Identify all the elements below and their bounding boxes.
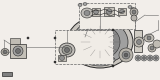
Bar (134, 30, 142, 52)
Ellipse shape (13, 46, 23, 56)
Ellipse shape (141, 55, 147, 61)
Ellipse shape (136, 40, 141, 44)
Ellipse shape (147, 36, 151, 40)
Ellipse shape (155, 56, 157, 60)
Ellipse shape (54, 61, 56, 63)
Ellipse shape (148, 44, 156, 52)
Ellipse shape (131, 15, 137, 21)
Ellipse shape (134, 37, 144, 47)
Ellipse shape (153, 55, 159, 61)
Ellipse shape (91, 56, 109, 64)
Bar (58, 55, 66, 61)
Ellipse shape (94, 10, 98, 14)
Ellipse shape (130, 8, 138, 16)
Bar (10, 38, 20, 44)
Bar (118, 8, 126, 15)
Bar (2, 72, 12, 76)
Ellipse shape (147, 55, 153, 61)
Ellipse shape (81, 8, 93, 18)
Ellipse shape (93, 36, 107, 48)
Bar (104, 7, 114, 16)
Ellipse shape (143, 56, 145, 60)
Ellipse shape (72, 20, 128, 64)
Ellipse shape (112, 29, 114, 31)
Ellipse shape (1, 48, 9, 56)
Ellipse shape (85, 54, 115, 66)
Ellipse shape (119, 48, 133, 62)
Ellipse shape (124, 53, 128, 57)
Ellipse shape (67, 16, 133, 68)
Ellipse shape (144, 34, 154, 42)
Ellipse shape (87, 30, 113, 54)
Ellipse shape (135, 55, 141, 61)
Ellipse shape (59, 43, 75, 57)
Ellipse shape (83, 2, 87, 6)
Ellipse shape (78, 4, 82, 6)
Ellipse shape (128, 6, 132, 8)
Ellipse shape (122, 51, 130, 59)
Ellipse shape (54, 37, 56, 39)
Bar (10, 44, 26, 58)
Bar (92, 8, 100, 16)
Ellipse shape (131, 8, 135, 10)
Ellipse shape (148, 56, 152, 60)
Ellipse shape (136, 56, 140, 60)
Ellipse shape (62, 46, 72, 54)
Ellipse shape (64, 48, 69, 52)
Ellipse shape (3, 50, 7, 54)
Ellipse shape (27, 37, 29, 39)
Ellipse shape (120, 9, 124, 14)
Ellipse shape (150, 46, 154, 50)
Ellipse shape (153, 40, 160, 48)
Ellipse shape (132, 10, 136, 14)
Bar (55, 30, 113, 64)
Bar (79, 3, 135, 29)
Ellipse shape (106, 9, 112, 14)
Ellipse shape (80, 25, 120, 59)
Ellipse shape (60, 56, 64, 60)
Ellipse shape (112, 65, 114, 67)
Ellipse shape (84, 10, 90, 16)
Ellipse shape (16, 48, 20, 54)
